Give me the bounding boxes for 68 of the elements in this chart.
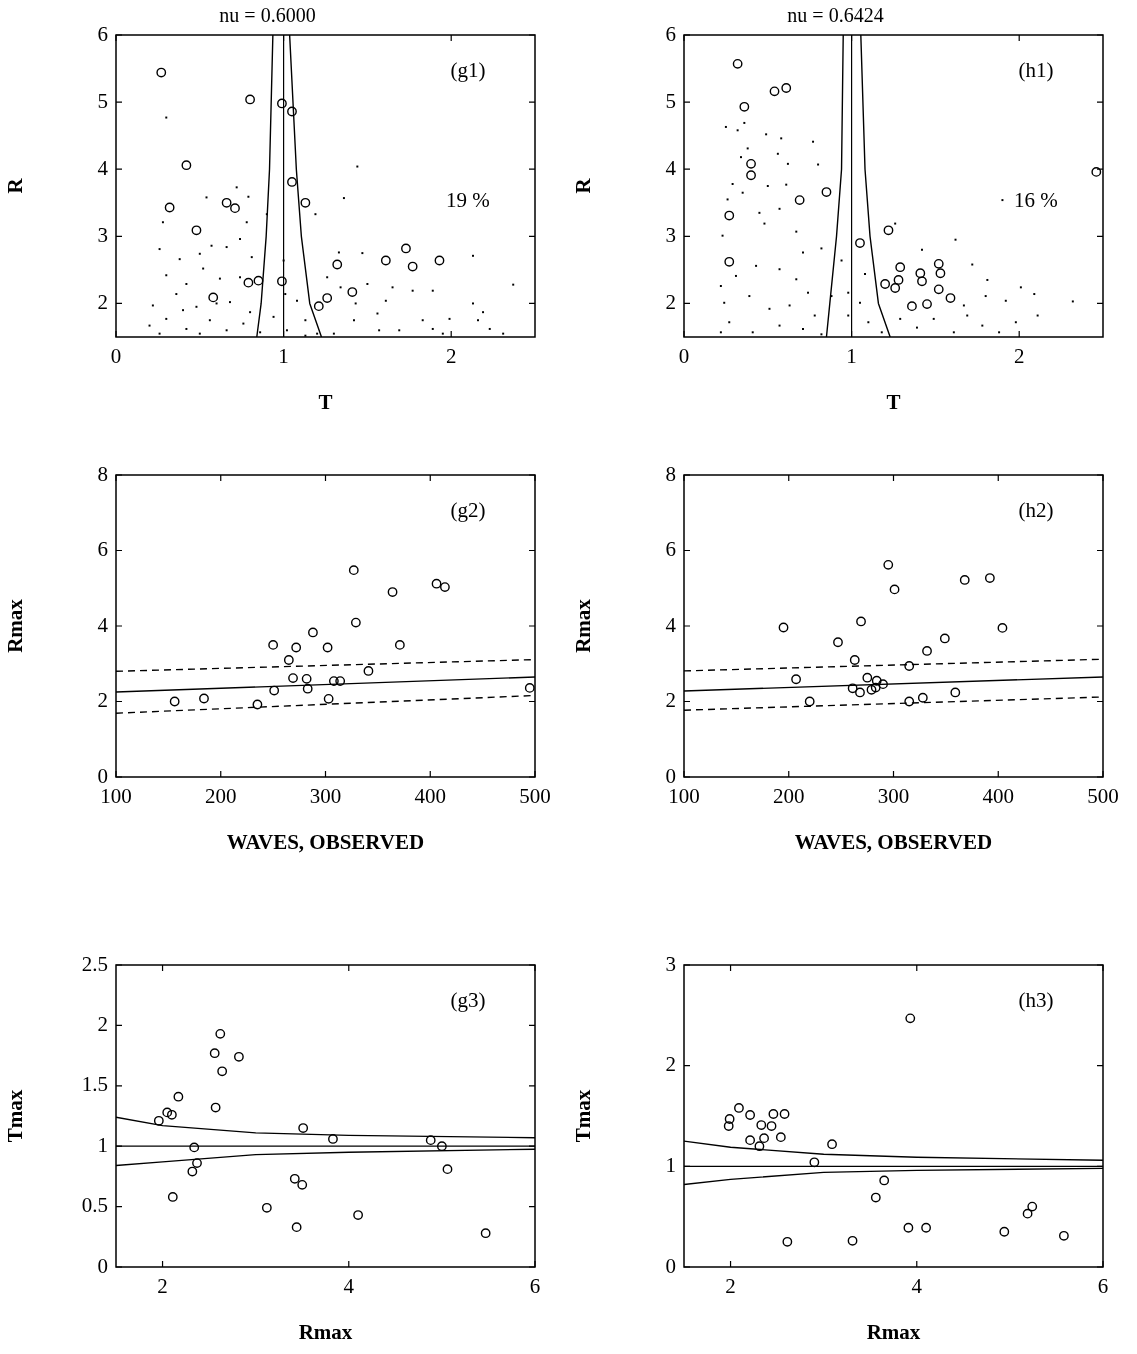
x-tick-label: 4 <box>911 1274 923 1299</box>
x-tick-label: 1 <box>278 344 289 369</box>
x-axis-title: WAVES, OBSERVED <box>226 829 425 854</box>
x-tick-label: 2 <box>157 1274 168 1299</box>
y-tick-label: 2 <box>665 289 676 314</box>
x-tick-label: 4 <box>343 1274 355 1299</box>
y-tick-label: 3 <box>665 951 676 976</box>
y-tick-label: 1.5 <box>81 1072 108 1097</box>
y-axis-title: Tmax <box>3 1089 28 1143</box>
annotation: (g1) <box>450 57 486 82</box>
y-tick-label: 1 <box>97 1132 108 1157</box>
x-tick-label: 300 <box>877 784 910 809</box>
x-axis-title: T <box>318 389 333 414</box>
annotation: (h3) <box>1018 987 1054 1012</box>
y-tick-label: 8 <box>665 461 676 486</box>
y-tick-label: 0.5 <box>81 1193 108 1218</box>
x-tick-label: 200 <box>773 784 805 809</box>
y-axis-title: Rmax <box>571 598 596 653</box>
y-tick-label: 2 <box>97 1011 108 1036</box>
x-tick-label: 500 <box>519 784 551 809</box>
y-axis-title: Rmax <box>3 598 28 653</box>
chart-title: nu = 0.6424 <box>787 4 884 27</box>
y-tick-label: 3 <box>97 222 108 247</box>
y-tick-label: 2 <box>665 1052 676 1077</box>
y-tick-label: 4 <box>665 612 677 637</box>
y-tick-label: 2 <box>97 289 108 314</box>
y-tick-label: 4 <box>97 155 109 180</box>
x-tick-label: 2 <box>445 344 457 369</box>
y-tick-label: 1 <box>665 1152 676 1177</box>
y-tick-label: 8 <box>97 461 108 486</box>
annotation: (h2) <box>1018 497 1054 522</box>
x-tick-label: 200 <box>205 784 237 809</box>
y-tick-label: 3 <box>665 222 676 247</box>
y-tick-label: 5 <box>97 88 108 113</box>
annotation: 16 % <box>1014 187 1058 212</box>
annotation: (g3) <box>450 987 486 1012</box>
y-tick-label: 2 <box>97 688 108 713</box>
x-tick-label: 6 <box>1097 1274 1109 1299</box>
y-tick-label: 0 <box>97 1253 108 1278</box>
y-tick-label: 4 <box>97 612 109 637</box>
x-axis-title: Rmax <box>866 1319 921 1344</box>
x-tick-label: 500 <box>1087 784 1119 809</box>
y-tick-label: 6 <box>665 21 676 46</box>
chart-title: nu = 0.6000 <box>219 4 316 27</box>
x-tick-label: 300 <box>309 784 342 809</box>
annotation: 19 % <box>446 187 490 212</box>
y-tick-label: 6 <box>97 537 108 562</box>
y-tick-label: 4 <box>665 155 677 180</box>
annotation: (g2) <box>450 497 486 522</box>
y-tick-label: 0 <box>665 1253 676 1278</box>
y-tick-label: 2 <box>665 688 676 713</box>
x-tick-label: 400 <box>414 784 446 809</box>
y-tick-label: 6 <box>665 537 676 562</box>
y-tick-label: 5 <box>665 88 676 113</box>
x-tick-label: 1 <box>846 344 857 369</box>
y-tick-label: 6 <box>97 21 108 46</box>
x-tick-label: 400 <box>982 784 1014 809</box>
annotation: (h1) <box>1018 57 1054 82</box>
y-axis-title: R <box>3 177 28 194</box>
x-axis-title: T <box>886 389 901 414</box>
x-tick-label: 6 <box>529 1274 541 1299</box>
y-tick-label: 2.5 <box>81 951 108 976</box>
y-axis-title: R <box>571 177 596 194</box>
x-tick-label: 2 <box>1013 344 1025 369</box>
y-axis-title: Tmax <box>571 1089 596 1143</box>
x-axis-title: Rmax <box>298 1319 353 1344</box>
x-tick-label: 2 <box>725 1274 736 1299</box>
x-axis-title: WAVES, OBSERVED <box>794 829 993 854</box>
